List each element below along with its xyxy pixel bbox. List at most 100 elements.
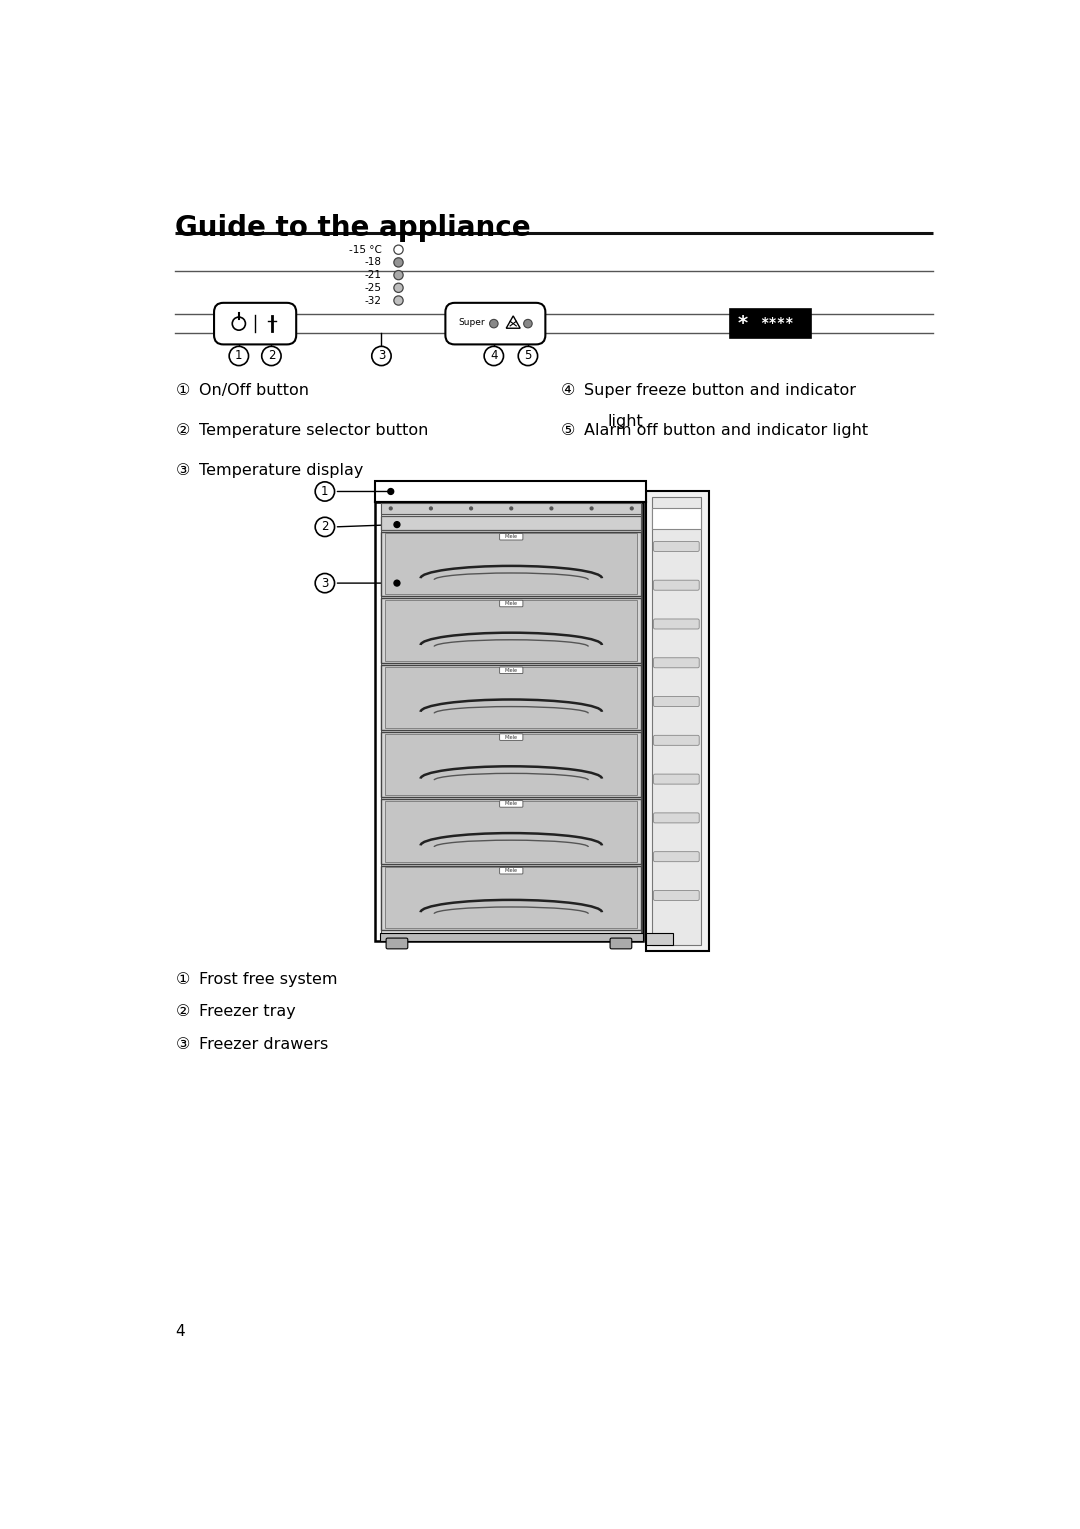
FancyBboxPatch shape [381,665,642,729]
FancyBboxPatch shape [653,541,699,552]
Circle shape [550,508,553,509]
Text: Super: Super [459,318,485,327]
Circle shape [229,347,248,365]
FancyBboxPatch shape [500,801,523,807]
Text: On/Off button: On/Off button [199,382,309,398]
Text: Miele: Miele [504,868,517,873]
FancyBboxPatch shape [381,532,642,596]
Circle shape [315,482,335,502]
Text: ③: ③ [175,1037,190,1052]
Circle shape [372,347,391,365]
FancyBboxPatch shape [381,798,642,864]
Text: 2: 2 [268,350,275,362]
FancyBboxPatch shape [500,867,523,875]
Circle shape [394,271,403,280]
FancyBboxPatch shape [500,601,523,607]
Circle shape [390,508,392,509]
Circle shape [510,508,513,509]
Text: Freezer tray: Freezer tray [199,1005,295,1020]
Text: ②: ② [175,424,190,437]
FancyBboxPatch shape [653,890,699,901]
Text: Temperature selector button: Temperature selector button [199,424,428,437]
Circle shape [315,517,335,537]
FancyBboxPatch shape [381,503,642,936]
Circle shape [394,258,403,268]
FancyBboxPatch shape [610,939,632,950]
Text: 3: 3 [321,576,328,590]
Text: Miele: Miele [504,801,517,806]
Polygon shape [507,317,521,329]
Circle shape [388,489,394,494]
Text: Miele: Miele [504,534,517,540]
Text: ①: ① [175,382,190,398]
Circle shape [394,521,400,528]
Text: ****: **** [760,317,794,330]
Text: Guide to the appliance: Guide to the appliance [175,214,531,242]
FancyBboxPatch shape [386,534,637,595]
FancyBboxPatch shape [381,865,642,930]
Text: -25: -25 [364,283,381,294]
Text: ④: ④ [562,382,576,398]
Text: -15 °C: -15 °C [349,245,381,255]
Text: light: light [608,414,644,430]
FancyBboxPatch shape [381,515,642,529]
FancyBboxPatch shape [653,735,699,745]
Circle shape [489,320,498,327]
Circle shape [315,573,335,593]
Text: Alarm off button and indicator light: Alarm off button and indicator light [584,424,868,437]
Circle shape [590,508,593,509]
Text: 4: 4 [175,1324,185,1339]
FancyBboxPatch shape [653,697,699,706]
Text: -32: -32 [364,295,381,306]
Text: 1: 1 [235,350,243,362]
Text: ③: ③ [175,463,190,479]
FancyBboxPatch shape [653,657,699,668]
FancyBboxPatch shape [386,601,637,661]
Circle shape [430,508,432,509]
FancyBboxPatch shape [653,774,699,784]
Text: Miele: Miele [504,601,517,605]
FancyBboxPatch shape [214,303,296,344]
FancyBboxPatch shape [646,491,708,951]
FancyBboxPatch shape [653,813,699,823]
FancyBboxPatch shape [500,667,523,674]
Circle shape [394,245,403,254]
Circle shape [261,347,281,365]
Text: 3: 3 [378,350,386,362]
Text: ⑤: ⑤ [562,424,576,437]
FancyBboxPatch shape [646,934,673,945]
FancyBboxPatch shape [652,497,701,945]
FancyBboxPatch shape [730,309,811,338]
FancyBboxPatch shape [652,508,701,529]
Text: 4: 4 [490,350,498,362]
Circle shape [232,317,245,330]
Text: 5: 5 [524,350,531,362]
Circle shape [394,283,403,292]
FancyBboxPatch shape [445,303,545,344]
FancyBboxPatch shape [386,867,637,928]
Text: ②: ② [175,1005,190,1020]
Circle shape [524,320,532,327]
FancyBboxPatch shape [381,732,642,797]
Text: Freezer drawers: Freezer drawers [199,1037,328,1052]
FancyBboxPatch shape [375,502,643,942]
Text: Frost free system: Frost free system [199,972,337,986]
Text: Miele: Miele [504,668,517,673]
Text: Miele: Miele [504,734,517,740]
Circle shape [394,297,403,306]
FancyBboxPatch shape [386,667,637,728]
Circle shape [484,347,503,365]
FancyBboxPatch shape [380,934,643,942]
FancyBboxPatch shape [500,734,523,740]
FancyBboxPatch shape [387,939,408,950]
Text: Super freeze button and indicator: Super freeze button and indicator [584,382,856,398]
Circle shape [518,347,538,365]
Text: -18: -18 [364,257,381,268]
FancyBboxPatch shape [381,598,642,664]
FancyBboxPatch shape [653,852,699,862]
Circle shape [631,508,633,509]
Circle shape [470,508,472,509]
FancyBboxPatch shape [375,480,646,502]
FancyBboxPatch shape [386,801,637,862]
Circle shape [394,579,400,586]
